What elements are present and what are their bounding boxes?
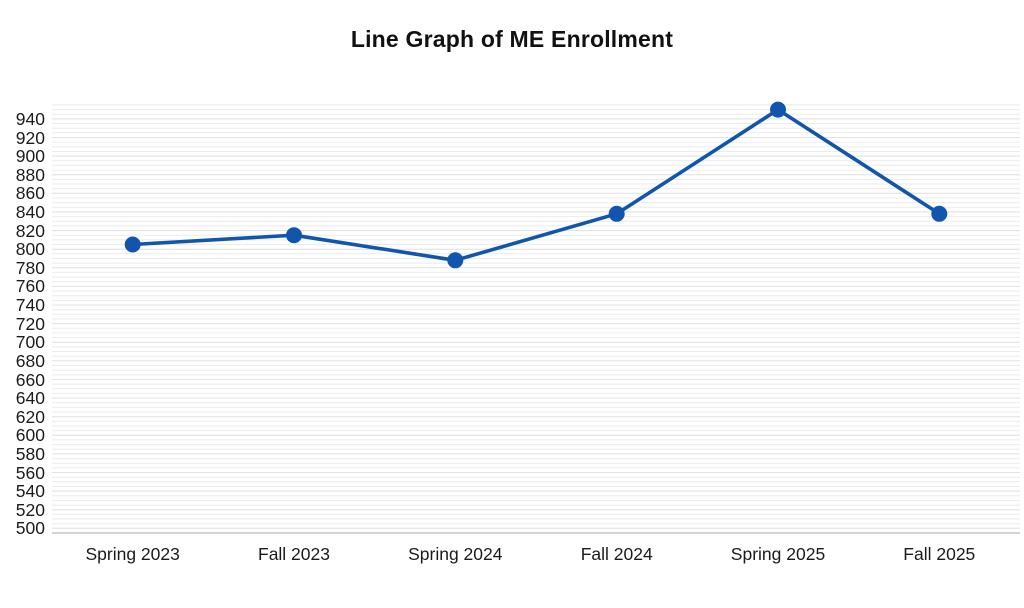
y-tick-label: 860 [15, 183, 45, 204]
y-tick-label: 560 [15, 462, 45, 483]
x-category-label: Spring 2023 [85, 544, 180, 564]
data-point-marker [286, 227, 302, 244]
x-category-label: Fall 2025 [903, 544, 976, 564]
y-tick-label: 740 [15, 295, 45, 315]
y-tick-label: 920 [15, 127, 45, 148]
y-tick-label: 940 [15, 108, 45, 129]
y-tick-label: 540 [15, 481, 45, 502]
y-tick-label: 680 [15, 350, 45, 371]
y-tick-label: 840 [15, 201, 45, 222]
y-tick-label: 500 [15, 518, 45, 539]
y-tick-label: 520 [15, 499, 45, 520]
y-tick-label: 760 [15, 276, 45, 297]
chart-title: Line Graph of ME Enrollment [350, 26, 674, 52]
data-point-marker [770, 101, 786, 118]
y-tick-label: 900 [15, 146, 45, 167]
enrollment-line [130, 107, 942, 263]
y-tick-label: 620 [15, 406, 45, 427]
y-tick-label: 880 [15, 164, 45, 185]
y-tick-label: 600 [15, 425, 45, 446]
y-tick-label: 720 [15, 313, 45, 334]
data-point-marker [447, 252, 464, 269]
data-point-marker [124, 236, 141, 253]
x-category-label: Spring 2025 [730, 544, 826, 564]
y-tick-label: 820 [15, 220, 45, 241]
y-tick-label: 780 [15, 257, 45, 278]
y-tick-label: 800 [15, 239, 45, 260]
x-category-label: Fall 2024 [580, 544, 653, 564]
y-tick-label: 580 [15, 443, 45, 464]
data-point-marker [931, 205, 948, 222]
y-tick-label: 640 [15, 388, 45, 409]
x-category-label: Fall 2023 [258, 544, 330, 564]
data-point-marker [608, 205, 625, 222]
x-category-label: Spring 2024 [408, 544, 503, 564]
y-tick-label: 660 [15, 369, 45, 390]
y-tick-label: 700 [15, 332, 45, 353]
